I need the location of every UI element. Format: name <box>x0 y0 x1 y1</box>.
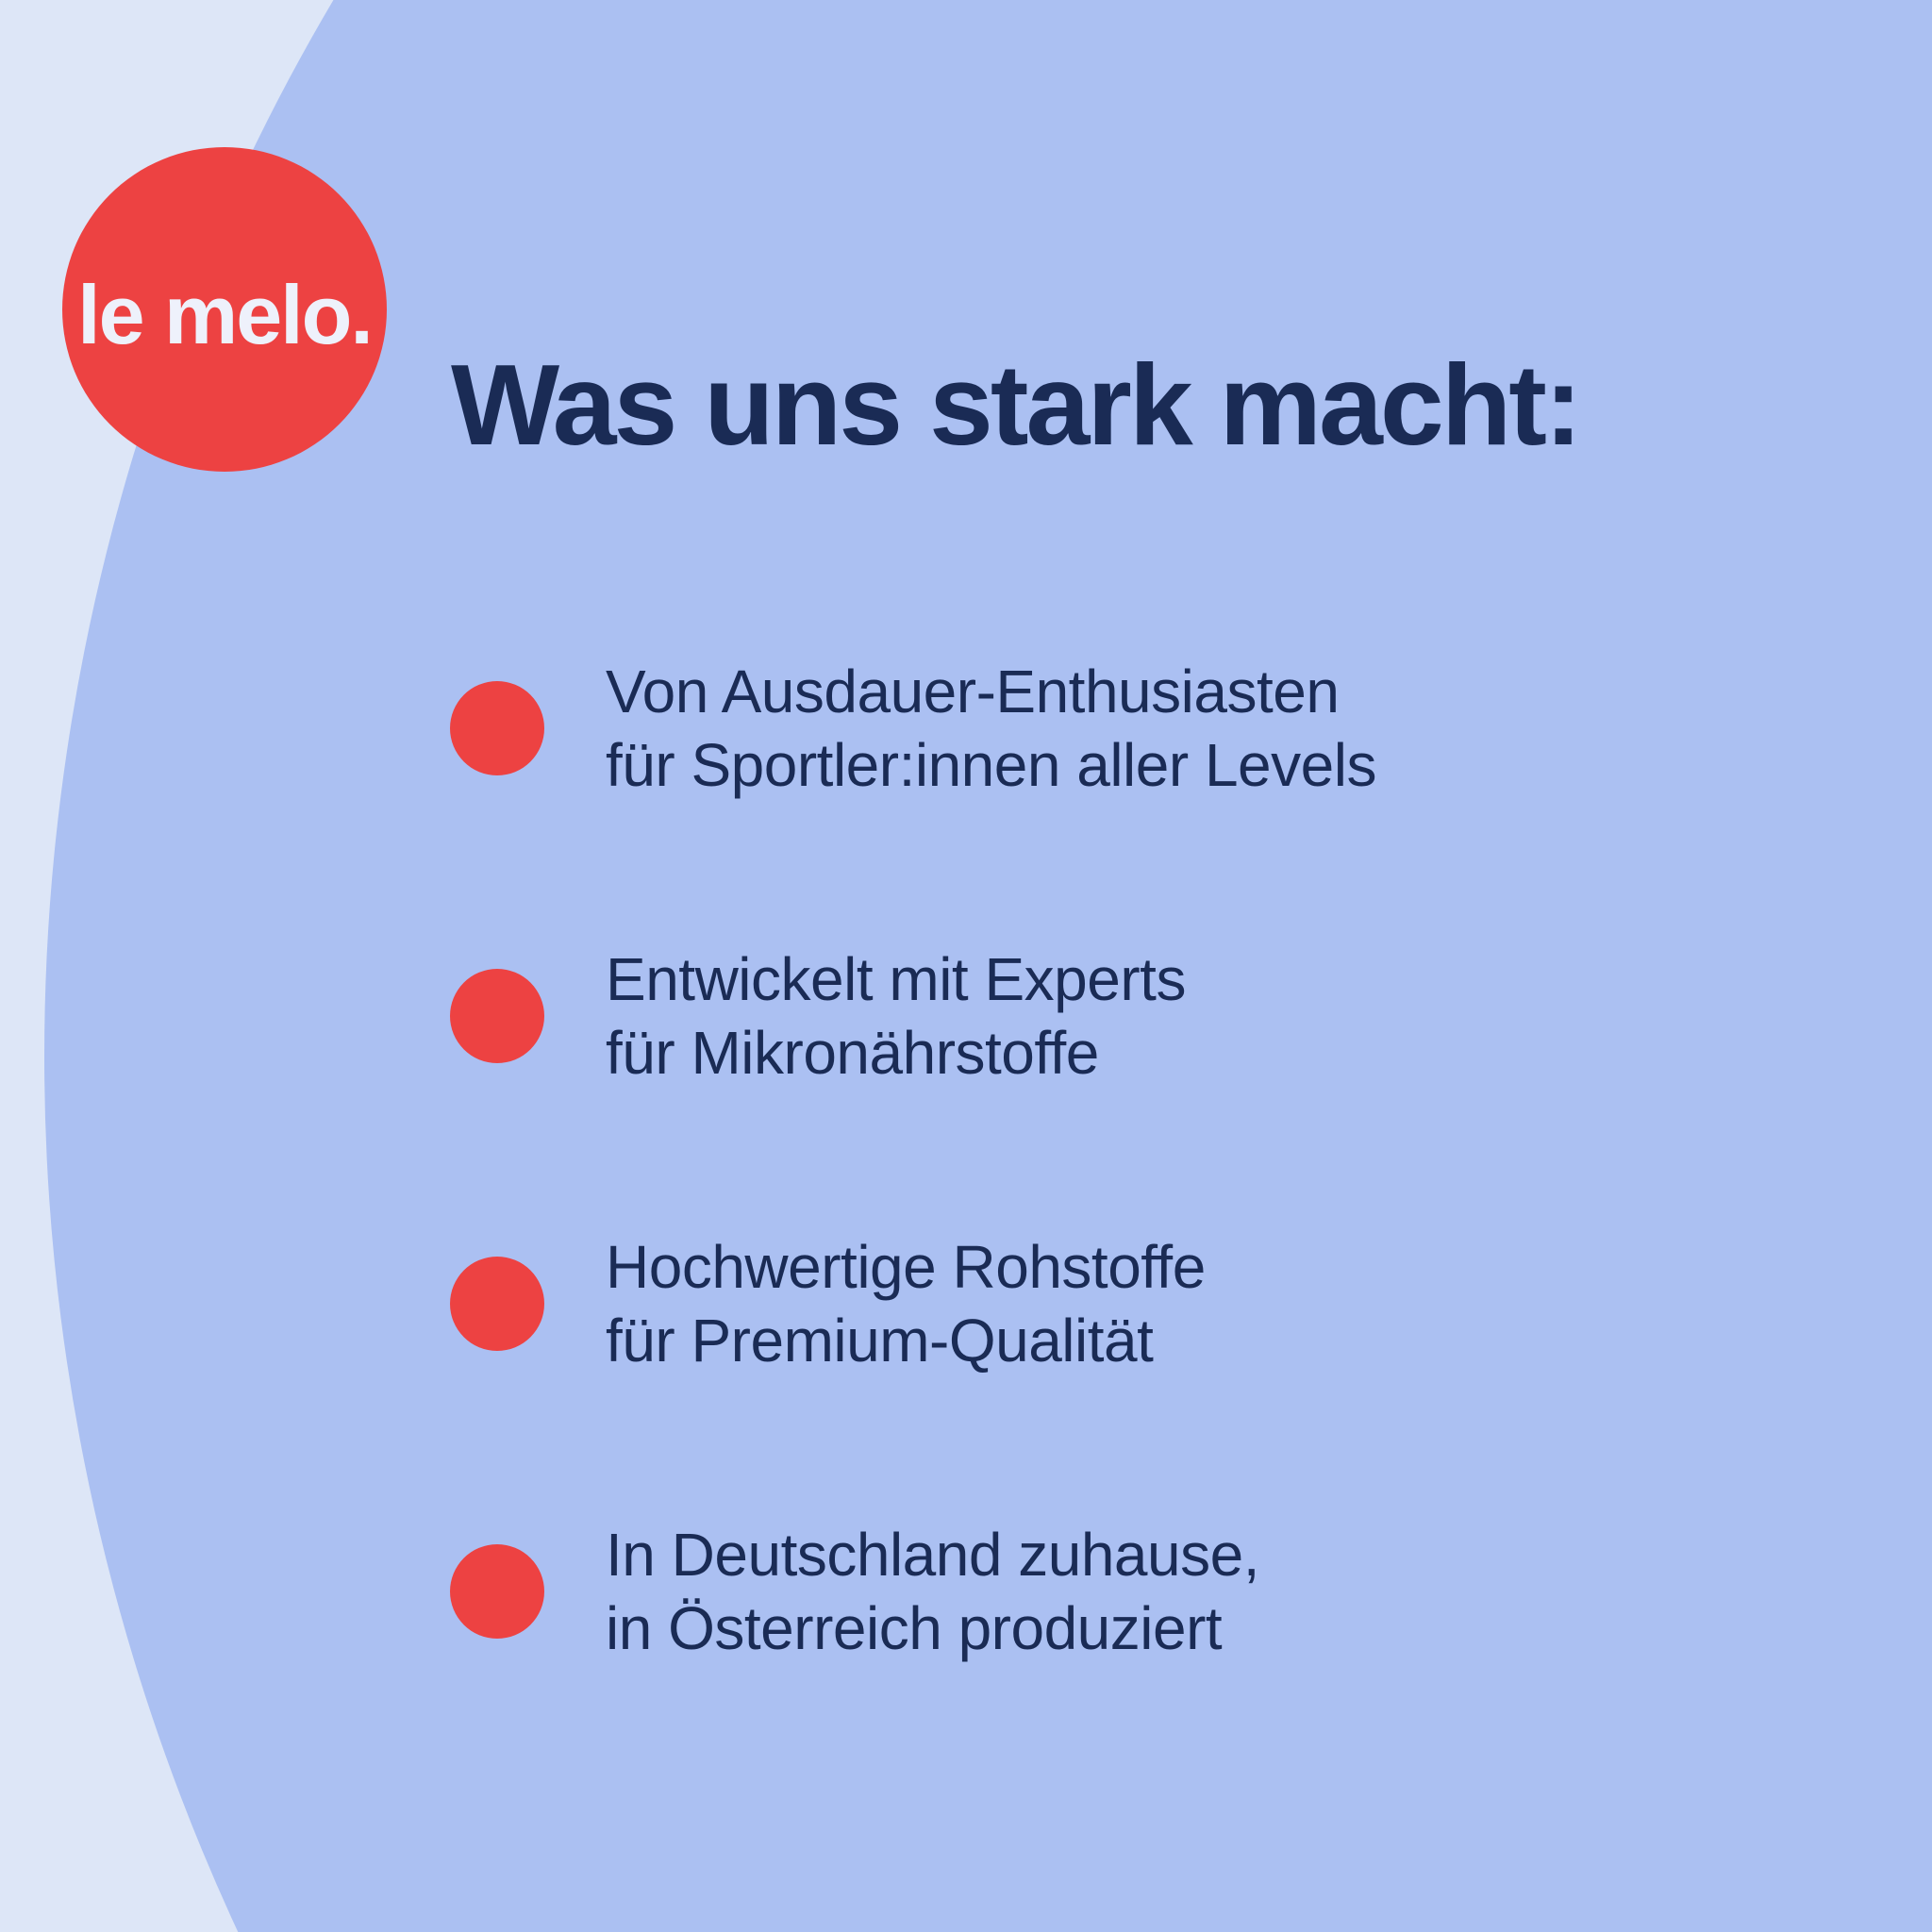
list-item-line: für Mikronährstoffe <box>606 1019 1099 1087</box>
list-item-text: Entwickelt mit Experts für Mikronährstof… <box>606 942 1186 1090</box>
brand-logo-text: le melo. <box>77 268 374 361</box>
bullet-dot <box>450 1544 544 1639</box>
list-item: Von Ausdauer-Enthusiasten für Sportler:i… <box>450 655 1376 802</box>
brand-logo-circle: le melo. <box>62 147 387 472</box>
list-item-text: Von Ausdauer-Enthusiasten für Sportler:i… <box>606 655 1376 802</box>
list-item: Hochwertige Rohstoffe für Premium-Qualit… <box>450 1230 1206 1377</box>
list-item-line: in Österreich produziert <box>606 1594 1223 1662</box>
page-title: Was uns stark macht: <box>451 341 1583 469</box>
list-item-line: für Sportler:innen aller Levels <box>606 731 1376 799</box>
list-item: Entwickelt mit Experts für Mikronährstof… <box>450 942 1186 1090</box>
list-item-line: Von Ausdauer-Enthusiasten <box>606 658 1340 725</box>
list-item-line: Hochwertige Rohstoffe <box>606 1233 1206 1301</box>
bullet-dot <box>450 681 544 775</box>
bullet-dot <box>450 969 544 1063</box>
list-item-text: Hochwertige Rohstoffe für Premium-Qualit… <box>606 1230 1206 1377</box>
bullet-dot <box>450 1257 544 1351</box>
list-item: In Deutschland zuhause, in Österreich pr… <box>450 1518 1259 1665</box>
list-item-line: In Deutschland zuhause, <box>606 1521 1259 1589</box>
list-item-line: Entwickelt mit Experts <box>606 945 1186 1013</box>
list-item-text: In Deutschland zuhause, in Österreich pr… <box>606 1518 1259 1665</box>
list-item-line: für Premium-Qualität <box>606 1307 1154 1374</box>
